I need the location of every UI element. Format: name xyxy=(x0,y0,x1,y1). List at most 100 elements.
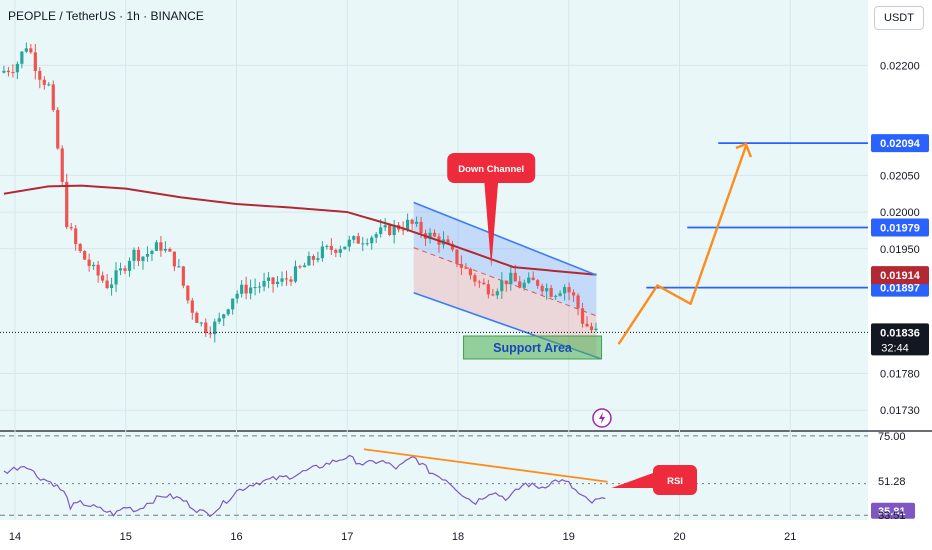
candle-body xyxy=(56,109,60,149)
candle-body xyxy=(186,285,190,301)
candle-body xyxy=(109,284,114,289)
down-channel-label: Down Channel xyxy=(458,164,524,175)
candle-body xyxy=(257,286,262,288)
ma-price-label: 0.01914 xyxy=(880,270,921,282)
candle-body xyxy=(38,70,42,80)
rsi-level-label: 51.28 xyxy=(878,476,906,488)
candle-body xyxy=(558,293,562,296)
callout-pointer xyxy=(484,181,499,268)
candle-body xyxy=(522,282,526,288)
x-tick-label: 17 xyxy=(341,531,353,543)
candle-body xyxy=(6,70,11,73)
candle-body xyxy=(15,63,19,73)
candle-body xyxy=(549,288,553,297)
candle-body xyxy=(51,84,55,110)
candle-body xyxy=(406,219,410,230)
candle-body xyxy=(302,265,307,268)
candle-body xyxy=(414,221,419,224)
candle-body xyxy=(222,314,226,319)
candle-body xyxy=(190,300,194,313)
channel-midline xyxy=(413,247,597,317)
candle-body xyxy=(347,239,351,247)
candle-body xyxy=(589,326,594,330)
ma-price-badge xyxy=(871,266,929,285)
candle-body xyxy=(181,266,185,286)
candle-body xyxy=(540,285,544,292)
candle-body xyxy=(410,219,414,224)
candle-body xyxy=(580,308,585,324)
countdown-label: 32:44 xyxy=(881,342,909,354)
candle-body xyxy=(320,246,324,259)
rsi-level-label: 75.00 xyxy=(878,431,906,443)
candle-body xyxy=(513,272,517,282)
candle-body xyxy=(136,249,141,261)
candle-body xyxy=(338,249,342,253)
candle-body xyxy=(123,268,127,271)
candle-body xyxy=(352,236,356,240)
candle-body xyxy=(464,267,468,269)
candle-body xyxy=(468,268,473,276)
level-badge xyxy=(871,218,929,237)
candle-body xyxy=(594,328,598,330)
candle-body xyxy=(379,227,383,235)
candle-body xyxy=(69,227,73,229)
candle-body xyxy=(527,277,531,283)
x-tick-label: 16 xyxy=(230,531,242,543)
candle-body xyxy=(531,277,535,281)
currency-selector[interactable]: USDT xyxy=(874,6,924,30)
candle-body xyxy=(195,312,199,323)
candle-body xyxy=(356,236,360,244)
y-tick-label: 0.01730 xyxy=(880,405,920,417)
y-tick-label: 0.02050 xyxy=(880,170,920,182)
candle-body xyxy=(576,295,580,309)
candle-body xyxy=(262,280,266,287)
candle-body xyxy=(87,259,91,267)
level-badge xyxy=(871,134,929,153)
candle-body xyxy=(114,270,118,285)
candle-body xyxy=(208,333,212,335)
candle-body xyxy=(585,323,589,327)
candle-body xyxy=(177,266,181,268)
channel-upper-line xyxy=(413,201,597,276)
candle-body xyxy=(325,245,329,247)
candle-body xyxy=(163,248,167,251)
candle-body xyxy=(226,309,230,315)
level-badge-label: 0.02094 xyxy=(880,138,921,150)
last-price-badge xyxy=(871,323,929,356)
candle-body xyxy=(504,280,508,285)
rsi-callout-label: RSI xyxy=(667,476,683,487)
candle-body xyxy=(235,293,239,299)
channel-lower-fill xyxy=(413,247,597,357)
main-pane xyxy=(0,0,868,430)
y-tick-label: 0.01950 xyxy=(880,244,920,256)
candle-body xyxy=(491,294,495,296)
candle-body xyxy=(486,284,490,295)
candle-body xyxy=(105,280,109,289)
symbol-title: PEOPLE / TetherUS · 1h · BINANCE xyxy=(8,9,204,23)
candle-body xyxy=(213,321,217,335)
candle-body xyxy=(92,264,96,267)
candle-body xyxy=(495,291,499,296)
candle-body xyxy=(509,272,513,285)
candle-body xyxy=(266,277,271,281)
candle-body xyxy=(284,278,289,280)
candle-body xyxy=(388,225,392,236)
candle-body xyxy=(567,287,571,293)
candle-body xyxy=(20,51,24,64)
candle-body xyxy=(545,288,549,292)
candle-body xyxy=(307,256,311,266)
candle-body xyxy=(518,281,522,288)
candle-body xyxy=(280,278,284,282)
candle-body xyxy=(253,287,257,289)
candle-body xyxy=(2,70,6,73)
candle-body xyxy=(293,266,298,282)
candle-body xyxy=(316,258,320,260)
candle-body xyxy=(101,275,105,281)
candle-body xyxy=(60,148,64,182)
candle-body xyxy=(383,225,387,228)
x-tick-label: 19 xyxy=(563,531,575,543)
candle-body xyxy=(65,181,69,228)
candle-body xyxy=(298,266,302,268)
candle-body xyxy=(118,268,123,271)
